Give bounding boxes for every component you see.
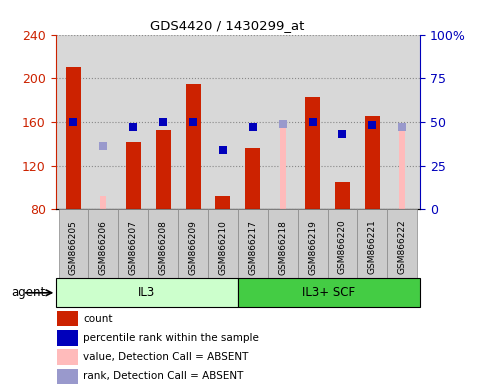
Text: GSM866222: GSM866222 xyxy=(398,220,407,274)
Text: GSM866217: GSM866217 xyxy=(248,220,257,275)
Text: agent: agent xyxy=(12,286,46,299)
Bar xyxy=(268,209,298,278)
Text: percentile rank within the sample: percentile rank within the sample xyxy=(84,333,259,343)
Text: GDS4420 / 1430299_at: GDS4420 / 1430299_at xyxy=(150,19,304,32)
Bar xyxy=(387,209,417,278)
Bar xyxy=(57,349,78,365)
Bar xyxy=(88,209,118,278)
Text: GSM866209: GSM866209 xyxy=(188,220,198,275)
Text: GSM866220: GSM866220 xyxy=(338,220,347,275)
Bar xyxy=(148,209,178,278)
Text: GSM866218: GSM866218 xyxy=(278,220,287,275)
Bar xyxy=(238,278,420,307)
Text: IL3: IL3 xyxy=(138,286,156,299)
Bar xyxy=(208,209,238,278)
Bar xyxy=(399,129,405,209)
Bar xyxy=(178,209,208,278)
Bar xyxy=(100,196,106,209)
Bar xyxy=(365,116,380,209)
Bar xyxy=(245,148,260,209)
Bar xyxy=(305,97,320,209)
Bar xyxy=(57,330,78,346)
Bar xyxy=(66,67,81,209)
Bar xyxy=(280,122,286,209)
Bar xyxy=(118,209,148,278)
Bar xyxy=(215,196,230,209)
Text: GSM866205: GSM866205 xyxy=(69,220,78,275)
Bar xyxy=(57,369,78,384)
Text: count: count xyxy=(84,314,113,324)
Text: GSM866210: GSM866210 xyxy=(218,220,227,275)
Text: value, Detection Call = ABSENT: value, Detection Call = ABSENT xyxy=(84,352,249,362)
Text: GSM866208: GSM866208 xyxy=(158,220,168,275)
Bar xyxy=(357,209,387,278)
Bar xyxy=(335,182,350,209)
Bar xyxy=(126,142,141,209)
Bar xyxy=(298,209,327,278)
Text: IL3+ SCF: IL3+ SCF xyxy=(302,286,355,299)
Bar xyxy=(58,209,88,278)
Text: GSM866221: GSM866221 xyxy=(368,220,377,275)
Text: GSM866219: GSM866219 xyxy=(308,220,317,275)
Bar xyxy=(327,209,357,278)
Bar xyxy=(156,129,170,209)
Bar xyxy=(57,311,78,326)
Bar xyxy=(238,209,268,278)
Text: GSM866207: GSM866207 xyxy=(129,220,138,275)
Text: rank, Detection Call = ABSENT: rank, Detection Call = ABSENT xyxy=(84,371,244,381)
Bar xyxy=(56,278,238,307)
Text: GSM866206: GSM866206 xyxy=(99,220,108,275)
Bar xyxy=(185,84,200,209)
